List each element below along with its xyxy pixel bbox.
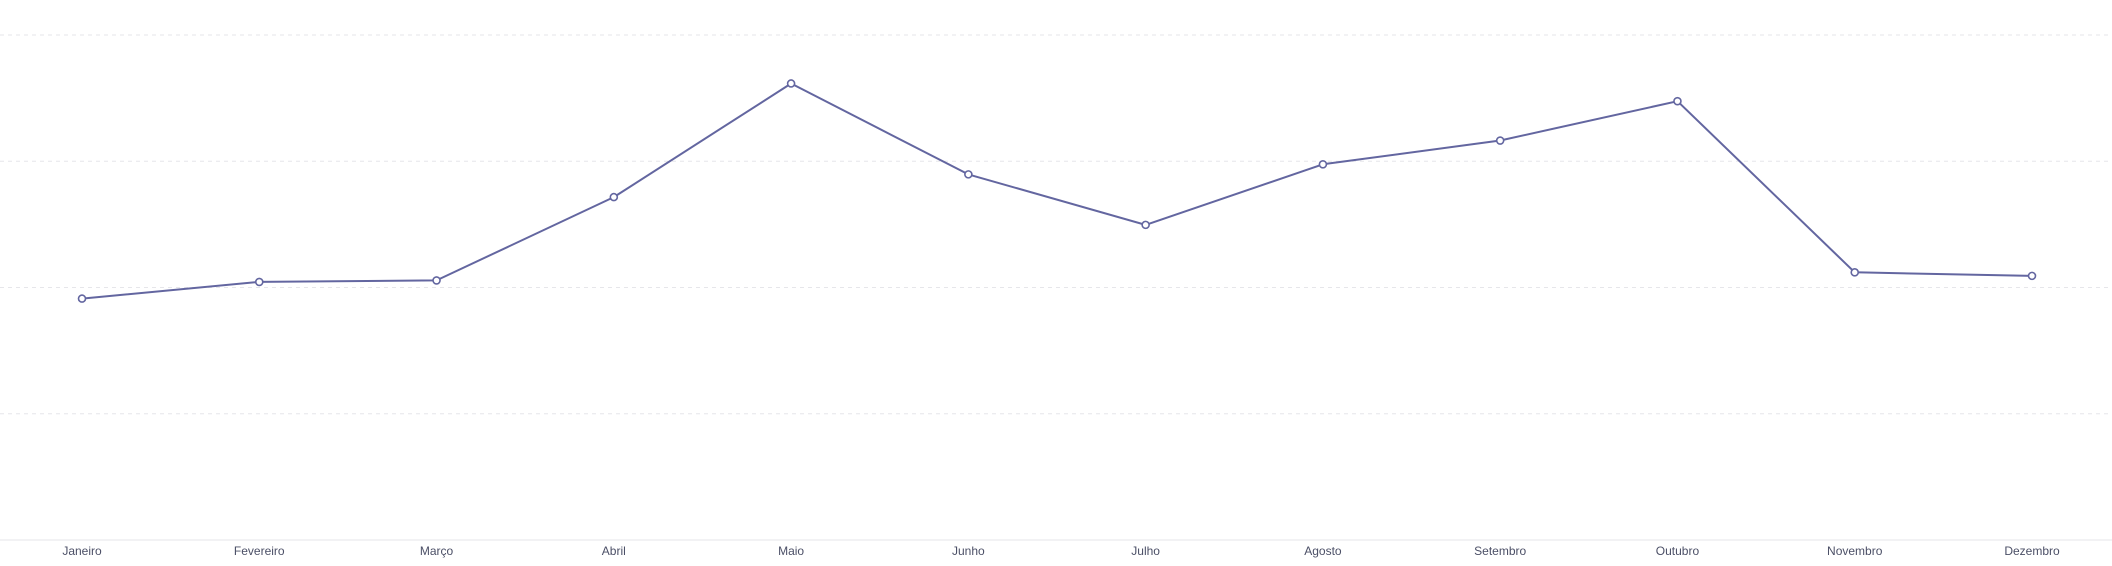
data-point-janeiro[interactable] — [77, 294, 87, 303]
data-point-setembro[interactable] — [1495, 136, 1505, 145]
x-tick-label: Junho — [952, 544, 985, 558]
points-layer — [77, 79, 2037, 303]
x-tick-label: Setembro — [1474, 544, 1526, 558]
x-tick-label: Novembro — [1827, 544, 1883, 558]
x-tick-label: Maio — [778, 544, 804, 558]
series-line — [81, 82, 2033, 300]
data-point-outubro[interactable] — [1673, 96, 1682, 106]
data-point-agosto[interactable] — [1318, 159, 1328, 169]
data-point-julho[interactable] — [1141, 220, 1150, 230]
series-layer — [81, 82, 2033, 300]
x-tick-label: Outubro — [1656, 544, 1700, 558]
data-point-fevereiro[interactable] — [254, 277, 264, 287]
x-tick-label: Janeiro — [62, 544, 102, 558]
data-point-junho[interactable] — [964, 170, 973, 179]
data-point-abril[interactable] — [609, 192, 619, 202]
x-tick-label: Março — [420, 544, 454, 558]
x-tick-label: Dezembro — [2004, 544, 2060, 558]
data-point-novembro[interactable] — [1850, 268, 1860, 277]
data-point-março[interactable] — [432, 276, 441, 285]
x-tick-labels: Janeiro Fevereiro Março Abril Maio Junho Julho… — [62, 544, 2060, 558]
x-tick-label: Agosto — [1304, 544, 1342, 558]
x-tick-label: Julho — [1131, 544, 1160, 558]
grid-layer — [0, 34, 2112, 415]
x-tick-label: Fevereiro — [234, 544, 285, 558]
data-point-maio[interactable] — [786, 79, 796, 88]
data-point-dezembro[interactable] — [2027, 271, 2037, 281]
x-tick-label: Abril — [602, 544, 626, 558]
